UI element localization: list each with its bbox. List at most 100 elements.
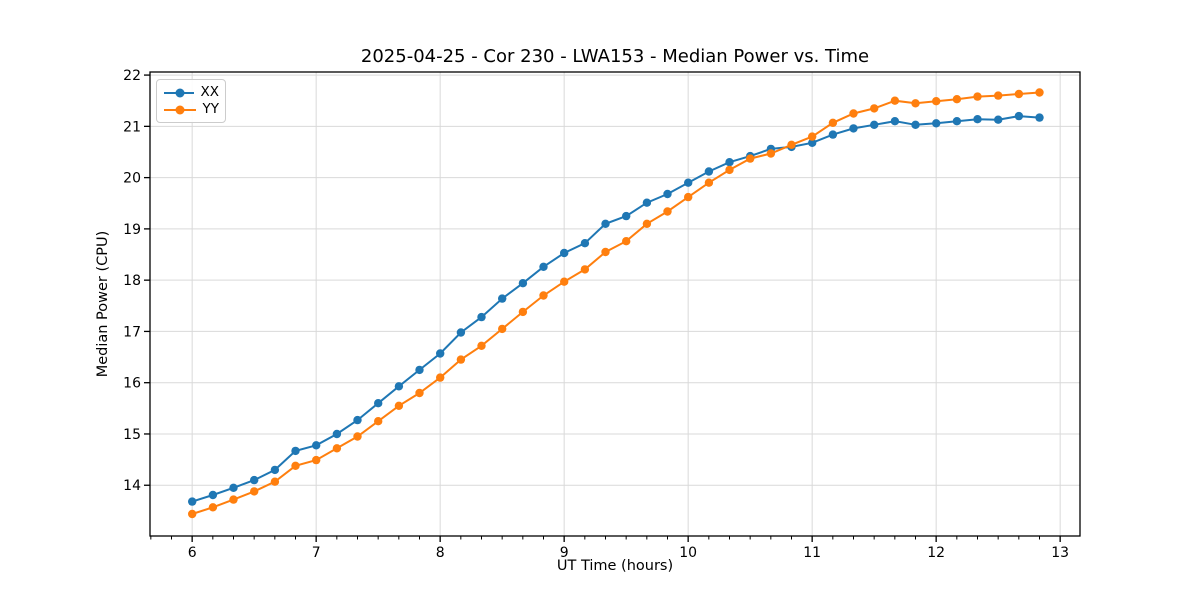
x-tick-label: 13 (1051, 545, 1069, 561)
data-point (601, 247, 610, 257)
data-point (725, 165, 734, 175)
data-point (870, 104, 879, 113)
grid-lines (150, 72, 1080, 536)
y-axis-ticks: 14 15 16 17 18 19 20 21 22 (123, 68, 150, 494)
data-point (560, 277, 569, 286)
data-point (704, 178, 714, 187)
y-tick-label: 19 (123, 222, 141, 238)
data-point (952, 95, 962, 104)
data-point (415, 365, 424, 375)
legend: XX YY (156, 79, 226, 123)
data-point (332, 444, 342, 453)
data-point (663, 207, 672, 216)
data-point (456, 328, 466, 337)
data-point (208, 490, 218, 500)
data-point (374, 399, 383, 408)
x-tick-label: 6 (188, 545, 197, 561)
data-point (911, 99, 920, 108)
data-point (394, 382, 404, 391)
data-point (973, 92, 982, 101)
y-tick-label: 20 (123, 171, 141, 187)
x-tick-label: 7 (312, 545, 321, 561)
y-tick-label: 15 (123, 427, 141, 443)
legend-item-yy: YY (163, 101, 219, 118)
x-tick-label: 8 (436, 545, 445, 561)
data-point (973, 115, 982, 124)
data-point (208, 503, 218, 512)
x-tick-label: 12 (927, 545, 945, 561)
chart-title: 2025-04-25 - Cor 230 - LWA153 - Median P… (360, 46, 870, 67)
data-point (808, 132, 817, 141)
data-point (560, 248, 569, 258)
y-tick-label: 14 (123, 478, 141, 494)
data-point (353, 415, 362, 425)
data-point (518, 279, 528, 288)
x-tick-label: 11 (803, 545, 821, 561)
data-point (270, 477, 280, 486)
data-point (932, 119, 941, 128)
data-point (828, 118, 838, 128)
y-tick-label: 21 (123, 119, 141, 135)
line-marker-icon (164, 88, 194, 97)
data-point (684, 192, 693, 202)
data-point (622, 237, 631, 246)
series-xx (188, 111, 1044, 506)
data-point (477, 341, 486, 350)
data-point (828, 130, 838, 139)
data-point (291, 446, 300, 456)
data-point (622, 211, 631, 221)
data-point (642, 219, 652, 228)
y-tick-label: 16 (123, 376, 141, 392)
data-point (911, 120, 920, 129)
data-point (849, 109, 858, 118)
data-point (808, 138, 817, 147)
data-point (394, 401, 404, 410)
data-point (188, 497, 197, 506)
legend-item-xx: XX (163, 84, 219, 101)
data-point (518, 307, 528, 317)
data-point (436, 349, 445, 358)
data-point (849, 124, 858, 133)
data-point (436, 373, 445, 382)
data-point (601, 219, 610, 228)
data-point (456, 355, 466, 364)
data-point (374, 417, 383, 426)
data-point (539, 262, 548, 271)
data-point (580, 265, 590, 274)
x-axis-label: UT Time (hours) (556, 558, 674, 574)
data-point (229, 483, 238, 492)
plot-border (149, 71, 1081, 537)
data-point (477, 312, 486, 322)
series-yy-line (191, 91, 1040, 515)
data-point (994, 115, 1003, 124)
x-tick-label: 9 (560, 545, 569, 561)
data-point (787, 140, 796, 149)
data-point (353, 432, 362, 441)
y-tick-label: 18 (123, 273, 141, 289)
data-point (1014, 89, 1024, 99)
data-point (498, 294, 507, 303)
data-point (188, 509, 197, 519)
x-axis-ticks: 6 7 8 9 10 11 12 13 (150, 536, 1069, 561)
data-point (312, 441, 321, 450)
data-point (580, 239, 590, 248)
data-point (250, 487, 259, 496)
data-point (415, 388, 424, 398)
data-point (1035, 113, 1044, 122)
data-point (498, 324, 507, 334)
data-point (725, 158, 734, 167)
data-point (1014, 111, 1024, 121)
legend-label-yy: YY (202, 101, 220, 117)
data-point (890, 96, 900, 105)
data-point (932, 97, 941, 106)
line-marker-icon (164, 105, 196, 114)
legend-label-xx: XX (200, 84, 220, 100)
data-point (270, 465, 280, 475)
data-point (746, 154, 755, 163)
data-point (994, 91, 1003, 100)
data-point (312, 455, 321, 465)
data-point (890, 117, 900, 126)
data-point (766, 149, 776, 158)
